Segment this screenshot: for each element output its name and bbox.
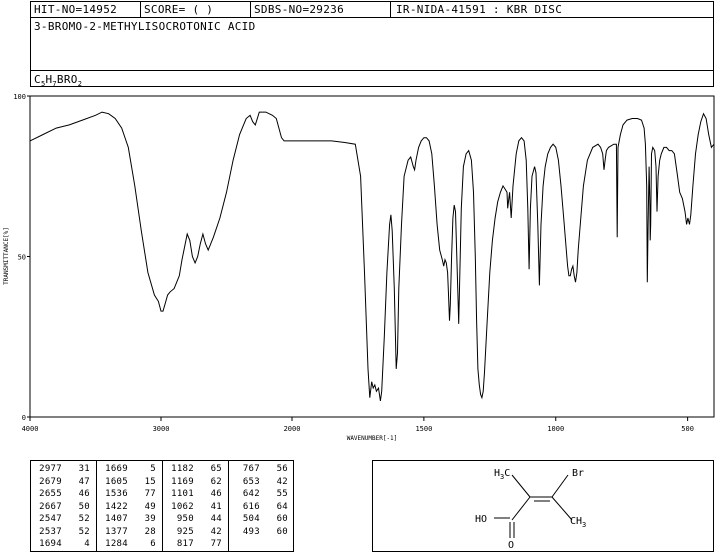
peak-wavenumber: 1669 bbox=[105, 464, 128, 474]
peak-wavenumber: 767 bbox=[242, 464, 260, 474]
peak-wavenumber: 1536 bbox=[105, 489, 128, 499]
peak-transmittance: 41 bbox=[210, 501, 222, 512]
peak-transmittance: 46 bbox=[78, 489, 90, 499]
peak-transmittance: 77 bbox=[210, 539, 222, 549]
peak-transmittance: 77 bbox=[144, 489, 156, 499]
peak-wavenumber: 2537 bbox=[39, 526, 62, 537]
x-tick-label: 1500 bbox=[415, 425, 432, 433]
peak-wavenumber: 2667 bbox=[39, 501, 62, 512]
peak-wavenumber: 1407 bbox=[105, 514, 128, 524]
molecular-formula: C5H7BRO2 bbox=[34, 73, 83, 88]
peak-table-divider bbox=[162, 460, 163, 552]
peak-wavenumber: 1284 bbox=[105, 539, 128, 549]
bond bbox=[511, 496, 531, 521]
peak-transmittance: 65 bbox=[210, 464, 222, 474]
x-tick-label: 1000 bbox=[547, 425, 564, 433]
peak-wavenumber: 925 bbox=[176, 526, 194, 537]
bond bbox=[551, 474, 569, 498]
atom-br: Br bbox=[572, 468, 584, 479]
header-divider bbox=[390, 1, 391, 18]
atom-o: O bbox=[508, 540, 514, 551]
peak-table-divider bbox=[228, 460, 229, 552]
x-tick-label: 2000 bbox=[284, 425, 301, 433]
score: SCORE= ( ) bbox=[144, 3, 214, 16]
peak-wavenumber: 2547 bbox=[39, 514, 62, 524]
peak-transmittance: 42 bbox=[210, 526, 222, 537]
peak-transmittance: 46 bbox=[210, 489, 222, 499]
compound-name: 3-BROMO-2-METHYLISOCROTONIC ACID bbox=[34, 20, 256, 33]
structure-diagram: H3C Br HO O CH3 bbox=[475, 468, 586, 551]
x-axis-label: WAVENUMBER[-1] bbox=[347, 435, 398, 442]
x-tick-label: 500 bbox=[681, 425, 694, 433]
x-tick-label: 3000 bbox=[153, 425, 170, 433]
header-divider bbox=[250, 1, 251, 18]
peak-wavenumber: 642 bbox=[242, 489, 260, 499]
y-tick-label: 50 bbox=[18, 254, 26, 262]
peak-transmittance: 31 bbox=[78, 464, 90, 474]
atom-ho: HO bbox=[475, 514, 487, 525]
peak-wavenumber: 1062 bbox=[171, 501, 194, 512]
bond bbox=[511, 474, 531, 498]
peak-wavenumber: 504 bbox=[242, 514, 260, 524]
y-tick-label: 100 bbox=[13, 93, 26, 101]
peak-transmittance: 6 bbox=[150, 539, 156, 549]
atom-ch3-right: CH3 bbox=[570, 516, 586, 529]
peak-transmittance: 15 bbox=[144, 476, 156, 487]
peak-wavenumber: 950 bbox=[176, 514, 194, 524]
spectrum-line bbox=[29, 111, 715, 401]
peak-transmittance: 64 bbox=[276, 501, 288, 512]
atom-c-top-left: H3C bbox=[494, 468, 510, 481]
peak-wavenumber: 2679 bbox=[39, 476, 62, 487]
peak-wavenumber: 1377 bbox=[105, 526, 128, 537]
peak-transmittance: 52 bbox=[78, 514, 90, 524]
peak-transmittance: 52 bbox=[78, 526, 90, 537]
peak-table-body: 2977 31 2679 47 2655 46 2667 50 2547 52 2537 52 1694… bbox=[30, 460, 294, 552]
peak-transmittance: 28 bbox=[144, 526, 156, 537]
peak-transmittance: 47 bbox=[78, 476, 90, 487]
bond bbox=[551, 496, 573, 521]
peak-wavenumber: 817 bbox=[176, 539, 194, 549]
y-axis-label: TRANSMITTANCE[%] bbox=[3, 227, 10, 285]
peak-wavenumber: 1694 bbox=[39, 539, 62, 549]
header-divider bbox=[140, 1, 141, 18]
peak-wavenumber: 2977 bbox=[39, 464, 62, 474]
peak-transmittance: 60 bbox=[276, 526, 288, 537]
peak-transmittance: 42 bbox=[276, 476, 288, 487]
peak-table-divider bbox=[96, 460, 97, 552]
y-tick-label: 0 bbox=[22, 414, 26, 422]
sdbs-number: SDBS-NO=29236 bbox=[254, 3, 344, 16]
peak-wavenumber: 1169 bbox=[171, 476, 194, 487]
hit-number: HIT-NO=14952 bbox=[34, 3, 118, 16]
x-tick-label: 4000 bbox=[22, 425, 39, 433]
plot-frame bbox=[29, 95, 715, 418]
peak-transmittance: 5 bbox=[150, 464, 156, 474]
peak-transmittance: 60 bbox=[276, 514, 288, 524]
peak-wavenumber: 1101 bbox=[171, 489, 194, 499]
peak-wavenumber: 616 bbox=[242, 501, 260, 512]
structure-box bbox=[372, 460, 714, 552]
peak-transmittance: 49 bbox=[144, 501, 156, 512]
formula-box bbox=[30, 70, 714, 87]
peak-transmittance: 62 bbox=[210, 476, 222, 487]
peak-wavenumber: 1182 bbox=[171, 464, 194, 474]
peak-wavenumber: 2655 bbox=[39, 489, 62, 499]
peak-wavenumber: 653 bbox=[242, 476, 260, 487]
peak-wavenumber: 1605 bbox=[105, 476, 128, 487]
peak-transmittance: 44 bbox=[210, 514, 222, 524]
peak-transmittance: 56 bbox=[276, 464, 288, 474]
peak-transmittance: 55 bbox=[276, 489, 288, 499]
peak-wavenumber: 493 bbox=[242, 526, 260, 537]
peak-wavenumber: 1422 bbox=[105, 501, 128, 512]
peak-transmittance: 50 bbox=[78, 501, 90, 512]
peak-transmittance: 4 bbox=[84, 539, 90, 549]
ir-info: IR-NIDA-41591 : KBR DISC bbox=[396, 3, 563, 16]
peak-transmittance: 39 bbox=[144, 514, 156, 524]
